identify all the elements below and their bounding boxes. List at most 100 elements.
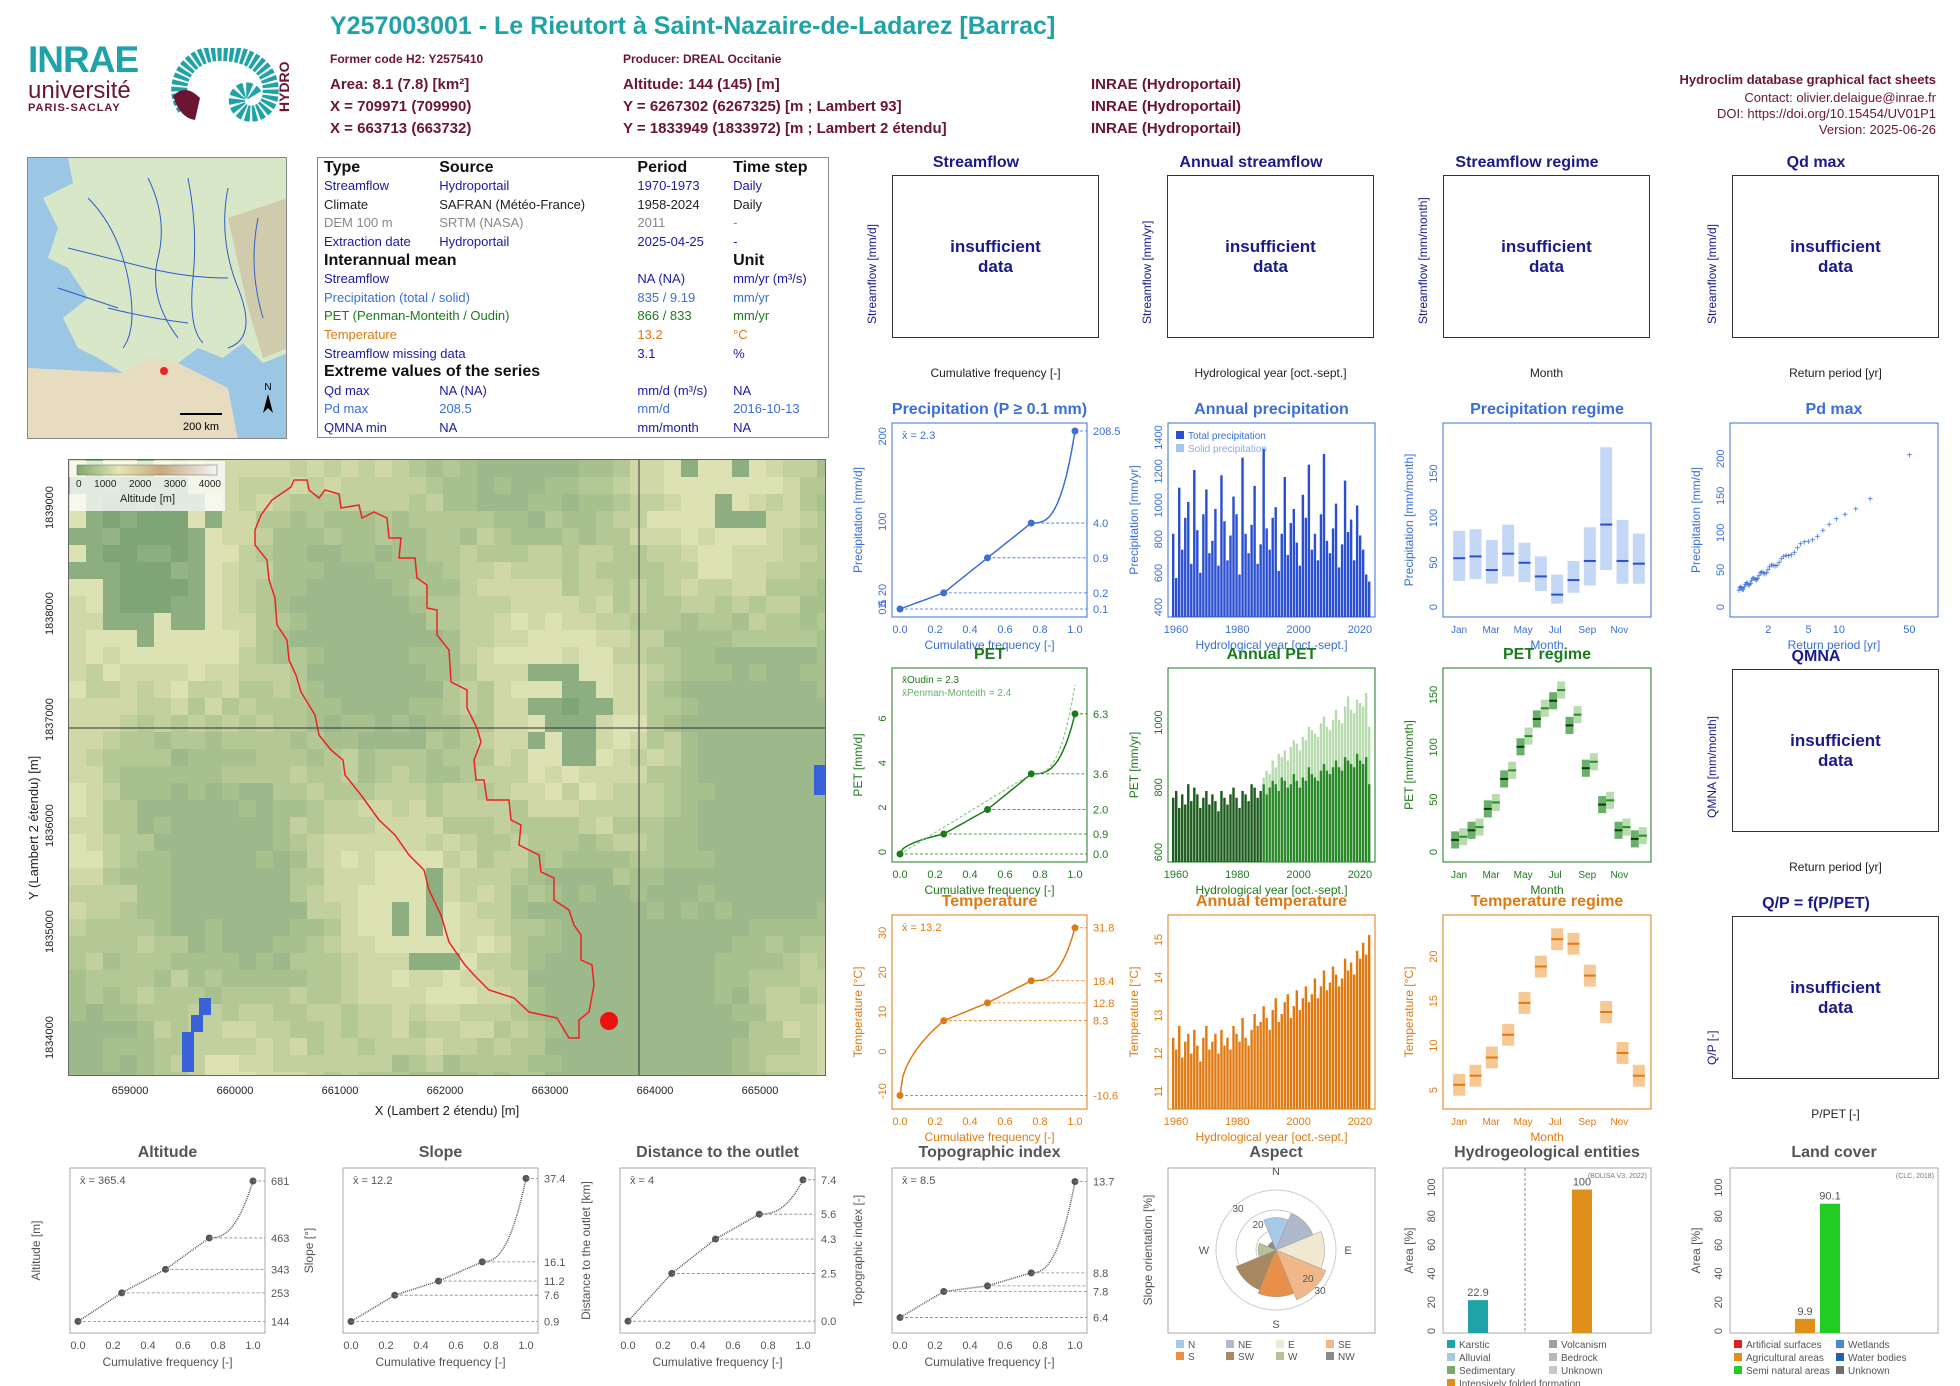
dem-cell [290,630,307,647]
axis-label: Precipitation [mm/d] [1689,467,1703,573]
panel-title: Qd max [1786,154,1846,171]
x-tick-label: Sep [1578,870,1596,881]
dem-cell [358,664,375,681]
dem-cell [528,613,545,630]
dem-cell [766,647,783,664]
dem-cell [239,460,256,477]
dem-cell [171,732,188,749]
dem-cell [443,460,460,477]
bar [1346,970,1350,1109]
cdf-line [77,1180,254,1322]
dem-cell [188,579,205,596]
oudin-bar [1313,777,1317,862]
mean-label: x̄ = 365.4 [80,1175,126,1187]
bar [1277,570,1280,617]
panel-title: PET regime [1503,646,1591,663]
dem-cell [307,579,324,596]
quantile-label: 2.5 [821,1268,836,1280]
doi-link[interactable]: DOI: https://doi.org/10.15454/UV01P1 [1717,106,1936,121]
dem-cell [86,562,103,579]
x-tick-label: Jan [1451,870,1467,881]
x-tick-label: Jul [1549,1117,1562,1128]
bar [1265,1017,1268,1109]
y-tick-label: 20 [1428,950,1440,962]
dem-cell [307,613,324,630]
dem-cell [800,698,817,715]
bar [1340,978,1344,1109]
dem-cell [222,494,239,511]
dem-cell [528,630,545,647]
dem-cell [324,630,341,647]
cdf-line [899,1181,1076,1319]
bar [1241,1017,1244,1109]
dem-cell [664,562,681,579]
bar [1352,560,1356,617]
panel-title: Annual precipitation [1194,401,1349,418]
dem-cell [120,664,137,681]
dem-cell [239,477,256,494]
quantile-label: 3.6 [1093,769,1108,781]
producer: Producer: DREAL Occitanie [623,52,782,66]
oudin-bar [1202,797,1205,862]
y-tick-label: 50 [1428,794,1440,806]
dem-cell [290,494,307,511]
dem-cell [613,562,630,579]
bar [1301,998,1305,1109]
dem-cell [256,613,273,630]
dem-cell [392,630,409,647]
dem-cell [460,579,477,596]
dem-cell [562,647,579,664]
dem-cell [392,528,409,545]
dem-cell [205,545,222,562]
dem-cell [460,630,477,647]
x-tick-label: 0.4 [690,1340,705,1352]
dem-cell [647,613,664,630]
dem-cell [375,664,392,681]
axis-label: Precipitation [mm/yr] [1127,465,1141,574]
oudin-bar [1322,763,1326,862]
bar [1364,954,1368,1109]
x-tick-label: 0.2 [927,1116,942,1128]
x-axis-label: Return period [yr] [1789,366,1882,380]
dem-cell [69,630,86,647]
dem-cell [392,494,409,511]
dem-cell [698,545,715,562]
dem-cell [647,664,664,681]
dem-cell [375,545,392,562]
dem-cell [749,664,766,681]
dem-cell [154,528,171,545]
dem-cell [545,613,562,630]
dem-cell [239,579,256,596]
dem-cell [800,494,817,511]
oudin-bar [1175,790,1178,862]
oudin-bar [1343,757,1347,862]
dem-cell [715,460,732,477]
dem-cell [103,681,120,698]
legend-label: Water bodies [1848,1353,1907,1364]
dem-cell [494,562,511,579]
x-tick-label: 0.8 [1032,1116,1047,1128]
legend-swatch [1226,1352,1234,1360]
dem-cell [681,698,698,715]
dem-cell [579,511,596,528]
dem-cell [188,681,205,698]
legend-swatch [1734,1340,1742,1348]
panel-title: Temperature [942,893,1038,910]
y-tick-label: 600 [1153,564,1165,582]
dem-cell [562,698,579,715]
dem-cell [426,562,443,579]
dem-cell [239,494,256,511]
bar [1250,524,1253,617]
x-tick-label: Mar [1482,870,1500,881]
dem-cell [358,477,375,494]
panel-title: Streamflow regime [1455,154,1599,171]
dem-cell [426,494,443,511]
dem-cell [647,494,664,511]
bar [1283,1002,1286,1109]
bar [1223,1045,1226,1109]
dem-cell [715,528,732,545]
x-tick-label: 1960 [1164,1116,1188,1128]
dem-cell [664,698,681,715]
quantile-label: 0.0 [821,1316,836,1328]
dem-cell [341,681,358,698]
